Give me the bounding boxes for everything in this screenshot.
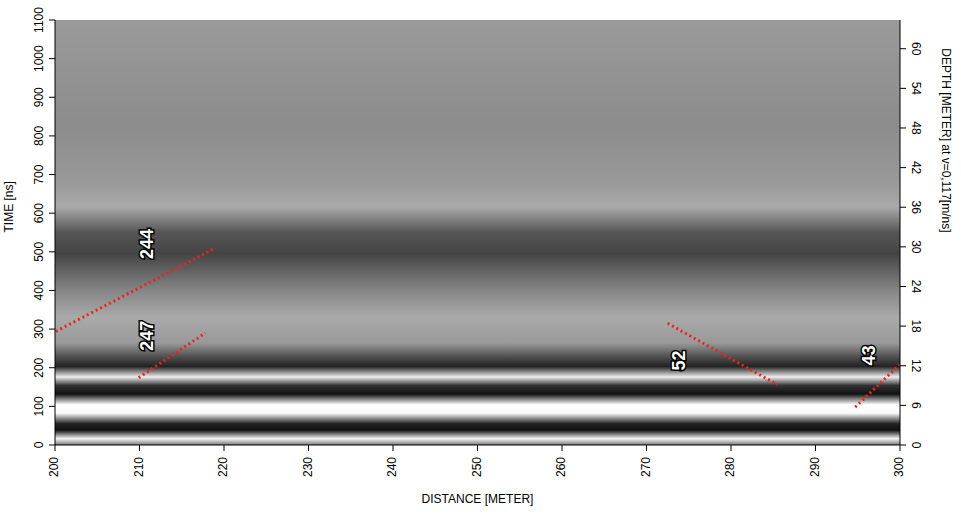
svg-text:260: 260 (554, 457, 568, 477)
svg-text:24: 24 (909, 280, 923, 294)
svg-text:1100: 1100 (32, 7, 46, 33)
svg-text:100: 100 (32, 396, 46, 416)
svg-text:54: 54 (909, 82, 923, 96)
svg-text:247: 247 (137, 321, 157, 351)
svg-text:700: 700 (32, 164, 46, 184)
svg-text:800: 800 (32, 126, 46, 146)
svg-text:TIME [ns]: TIME [ns] (2, 181, 16, 232)
svg-text:200: 200 (32, 357, 46, 377)
svg-text:270: 270 (639, 457, 653, 477)
svg-text:600: 600 (32, 203, 46, 223)
svg-text:48: 48 (909, 121, 923, 135)
svg-text:60: 60 (909, 42, 923, 56)
svg-text:220: 220 (216, 457, 230, 477)
svg-text:30: 30 (909, 240, 923, 254)
svg-text:43: 43 (859, 345, 879, 365)
svg-text:230: 230 (301, 457, 315, 477)
svg-text:210: 210 (132, 457, 146, 477)
svg-text:290: 290 (808, 457, 822, 477)
svg-text:0: 0 (32, 441, 46, 448)
svg-text:18: 18 (909, 319, 923, 333)
svg-text:DEPTH [METER] at v=0,117[m/ns]: DEPTH [METER] at v=0,117[m/ns] (939, 48, 953, 232)
svg-text:240: 240 (385, 457, 399, 477)
svg-text:6: 6 (909, 402, 923, 409)
svg-text:42: 42 (909, 161, 923, 175)
svg-text:52: 52 (669, 350, 689, 370)
svg-text:400: 400 (32, 280, 46, 300)
svg-text:280: 280 (723, 457, 737, 477)
svg-text:500: 500 (32, 241, 46, 261)
svg-text:1000: 1000 (32, 45, 46, 72)
svg-text:300: 300 (892, 457, 906, 477)
svg-text:244: 244 (137, 229, 157, 259)
svg-text:900: 900 (32, 87, 46, 107)
svg-text:200: 200 (47, 457, 61, 477)
svg-text:0: 0 (909, 442, 923, 449)
svg-text:300: 300 (32, 319, 46, 339)
svg-text:DISTANCE [METER]: DISTANCE [METER] (422, 492, 534, 506)
svg-text:36: 36 (909, 201, 923, 215)
svg-text:12: 12 (909, 359, 923, 373)
svg-text:250: 250 (470, 457, 484, 477)
